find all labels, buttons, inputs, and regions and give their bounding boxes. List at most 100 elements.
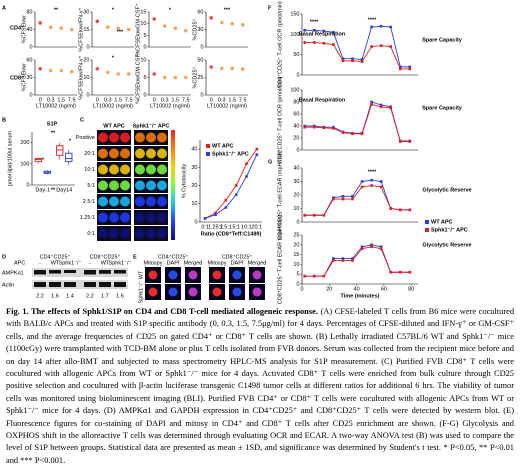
data-point bbox=[38, 21, 43, 25]
y-tick-label: 5 bbox=[296, 272, 299, 278]
bli-well bbox=[98, 180, 108, 191]
data-point bbox=[69, 27, 74, 32]
bli-well bbox=[109, 196, 119, 207]
x-tick-label: 0.3 bbox=[218, 97, 226, 103]
cell bbox=[148, 287, 158, 297]
data-point bbox=[408, 140, 412, 143]
x-tick-label: 0 bbox=[39, 97, 42, 103]
annotation: **** bbox=[310, 19, 319, 25]
bli-well bbox=[135, 180, 145, 191]
y-tick-label: 10 bbox=[83, 75, 89, 81]
data-point bbox=[59, 26, 64, 30]
blot-ratio: 1.6 bbox=[116, 293, 124, 299]
data-point bbox=[341, 131, 345, 134]
cell bbox=[188, 287, 198, 297]
caption-text: (A) CFSE-labeled T cells from B6 mice we… bbox=[6, 307, 515, 465]
data-point bbox=[230, 66, 235, 71]
data-point bbox=[48, 25, 53, 30]
data-point bbox=[351, 132, 354, 136]
x-axis-label: Time (minutes) bbox=[340, 293, 379, 299]
annotation: * bbox=[69, 138, 72, 144]
box bbox=[65, 152, 73, 163]
data-point bbox=[209, 16, 214, 20]
data-point bbox=[126, 27, 131, 32]
bli-well bbox=[98, 164, 108, 175]
x-tick-label: 0 bbox=[210, 97, 213, 103]
x-tick-label: 2.5:1 bbox=[220, 224, 232, 230]
y-axis-label: CD8⁺CD25⁺ T-cell ECAR (mpH/min) bbox=[276, 215, 283, 304]
data-point bbox=[379, 103, 383, 107]
cell bbox=[252, 270, 262, 280]
blot-strip bbox=[32, 268, 128, 277]
x-tick-label: 0:1 bbox=[201, 224, 209, 230]
bli-well bbox=[135, 164, 145, 175]
bli-well bbox=[157, 228, 167, 239]
data-point bbox=[379, 245, 383, 249]
data-point bbox=[303, 125, 307, 129]
legend-swatch bbox=[425, 220, 429, 224]
bli-well bbox=[146, 212, 156, 223]
data-point bbox=[398, 208, 402, 212]
bli-well bbox=[135, 148, 145, 159]
image-row: WT bbox=[138, 270, 144, 279]
y-tick-label: 40 bbox=[293, 123, 299, 129]
data-point bbox=[95, 66, 100, 71]
color-bar bbox=[171, 130, 175, 240]
data-point bbox=[370, 25, 373, 29]
annotation: *** bbox=[224, 7, 231, 13]
bli-well bbox=[135, 132, 145, 143]
annotation: *** bbox=[117, 29, 124, 35]
lane-label: Sphk1⁻/⁻ bbox=[59, 260, 82, 266]
data-point bbox=[332, 197, 335, 201]
x-tick-label: 0 bbox=[300, 286, 303, 292]
panel-letter: B bbox=[2, 117, 6, 123]
annotation: Spare Capacity bbox=[422, 105, 463, 111]
bli-well bbox=[157, 132, 167, 143]
y-tick-label: 100 bbox=[290, 87, 299, 93]
figure: A B C D E F G CD4⁺ CD8⁺ S1P WT APC Sphk1⁻/⁻ APC Posi… bbox=[2, 1, 472, 304]
annotation: Glycolytic Reserve bbox=[422, 187, 471, 193]
data-point bbox=[105, 70, 110, 75]
ratio-label: 1.25:1 bbox=[80, 215, 95, 221]
data-point bbox=[303, 274, 307, 278]
cell bbox=[212, 287, 222, 297]
y-tick-label: 0 bbox=[200, 92, 203, 98]
data-point bbox=[341, 195, 345, 198]
y-tick-label: 20 bbox=[293, 242, 299, 248]
lane-label: - bbox=[39, 260, 41, 266]
data-point bbox=[312, 213, 316, 217]
x-tick-label: 40 bbox=[354, 286, 360, 292]
annotation: Glycolytic Reserve bbox=[422, 242, 471, 248]
bli-well bbox=[157, 164, 167, 175]
y-tick-label: 10 bbox=[140, 21, 146, 27]
bli-well bbox=[146, 164, 156, 175]
y-tick-label: 5 bbox=[143, 75, 146, 81]
y-tick-label: 0 bbox=[29, 44, 32, 50]
y-tick-label: 20 bbox=[293, 135, 299, 141]
y-axis-label: %CFSElowIFN-γ⁺ bbox=[77, 55, 84, 99]
data-point bbox=[322, 126, 326, 130]
y-tick-label: 0 bbox=[296, 281, 299, 287]
data-point bbox=[332, 31, 335, 34]
data-point bbox=[408, 208, 412, 212]
y-tick-label: 0 bbox=[296, 219, 299, 225]
y-tick-label: 0 bbox=[143, 92, 146, 98]
data-point bbox=[398, 270, 402, 274]
data-point bbox=[322, 29, 326, 33]
image-group: CD4⁺CD25⁺ bbox=[158, 253, 189, 260]
y-tick-label: 0 bbox=[29, 92, 32, 98]
data-point bbox=[360, 58, 364, 61]
data-point bbox=[214, 211, 217, 215]
y-tick-label: 15 bbox=[140, 9, 146, 15]
cell bbox=[232, 270, 242, 280]
y-tick-label: 80 bbox=[293, 99, 299, 105]
data-point bbox=[48, 68, 53, 73]
y-tick-label: 20 bbox=[83, 57, 89, 63]
x-tick-label: 10:1 bbox=[241, 224, 252, 230]
bli-well bbox=[109, 228, 119, 239]
annotation: ** bbox=[51, 187, 56, 193]
series-line bbox=[304, 42, 410, 70]
legend-label: WT APC bbox=[431, 219, 453, 225]
x-tick-label: 0.3 bbox=[161, 97, 169, 103]
y-axis-label: %CD25⁺ bbox=[191, 66, 198, 88]
